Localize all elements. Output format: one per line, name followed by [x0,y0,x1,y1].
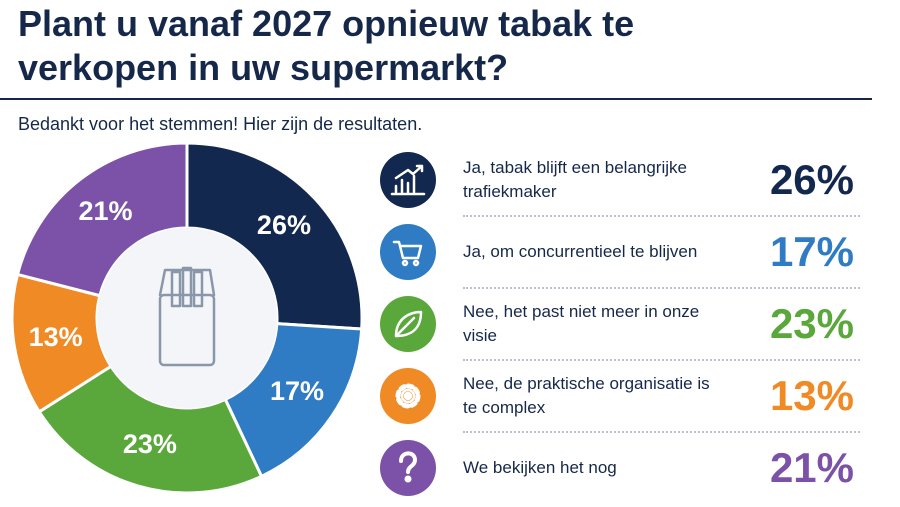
cart-icon [392,240,423,267]
option-text: Nee, het past niet meer in onze visie [463,302,700,345]
question-icon [399,451,417,483]
separator [463,359,860,361]
option-icon-circle [380,152,436,208]
cigarette-pack-icon [158,266,216,367]
slice-label: 23% [123,429,177,459]
option-percent: 26% [769,156,854,203]
option-percent: 21% [769,444,854,491]
slice-label: 21% [78,196,132,226]
donut-hole [97,228,277,408]
chart-icon [390,164,426,196]
option-icon-circle [380,224,436,280]
slice-label: 13% [29,322,83,352]
leaf-icon [394,310,423,338]
option-percent: 23% [769,300,854,347]
option-text: We bekijken het nog [463,458,617,477]
divider [0,98,872,100]
separator [463,287,860,289]
title: Plant u vanaf 2027 opnieuw tabak te verk… [18,3,635,88]
option-text: Nee, de praktische organisatie is te com… [463,374,710,417]
option-percent: 13% [769,372,854,419]
gear-icon [395,383,421,409]
slice-label: 17% [270,376,324,406]
separator [463,431,860,433]
subtitle: Bedankt voor het stemmen! Hier zijn de r… [18,114,423,134]
option-text: Ja, tabak blijft een belangrijke trafiek… [463,158,687,201]
separator [463,215,860,217]
option-percent: 17% [769,228,854,275]
option-text: Ja, om concurrentieel te blijven [463,242,698,261]
slice-label: 26% [257,210,311,240]
